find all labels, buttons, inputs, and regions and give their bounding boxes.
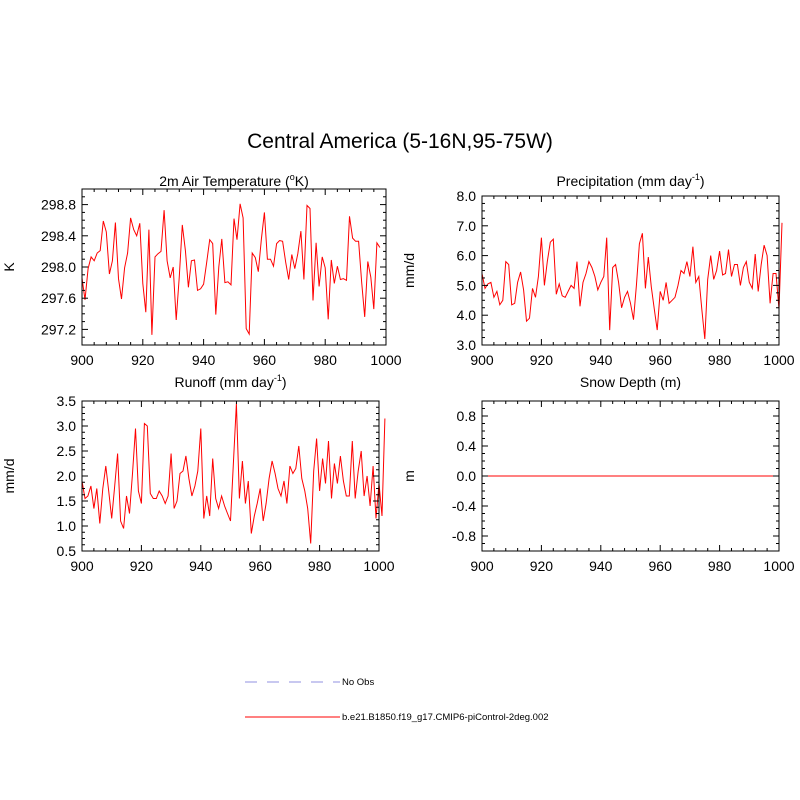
y-tick-label: 0.4 bbox=[457, 438, 477, 454]
x-tick-label: 1000 bbox=[363, 558, 394, 574]
y-axis-label: mm/d bbox=[1, 459, 17, 494]
y-axis-label: mm/d bbox=[401, 253, 417, 288]
series-line-temperature bbox=[81, 203, 381, 336]
panel-precipitation: 900 920 940 960 980 1000 3.0 4.0 5.0 6.0 7.0 8.0 mm/… bbox=[401, 172, 795, 368]
x-tick-label: 900 bbox=[70, 558, 94, 574]
panel-title: 2m Air Temperature (oK) bbox=[159, 172, 308, 189]
panel-title: Snow Depth (m) bbox=[580, 374, 681, 390]
y-tick-label: -0.4 bbox=[452, 498, 476, 514]
x-tick-label: 920 bbox=[530, 558, 554, 574]
panel-snow-depth: 900 920 940 960 980 1000 -0.8 -0.4 0.0 0.4 0.8 m Sno… bbox=[401, 374, 795, 574]
y-tick-label: 2.0 bbox=[57, 468, 77, 484]
page-title: Central America (5-16N,95-75W) bbox=[247, 130, 553, 153]
y-tick-label: 298.8 bbox=[41, 197, 76, 213]
x-tick-label: 900 bbox=[470, 352, 494, 368]
series-line-precipitation bbox=[481, 222, 783, 340]
x-tick-label: 980 bbox=[708, 352, 732, 368]
y-tick-label: 298.0 bbox=[41, 259, 76, 275]
y-tick-label: 1.5 bbox=[57, 493, 77, 509]
x-tick-label: 980 bbox=[708, 558, 732, 574]
y-tick-label: 7.0 bbox=[457, 218, 477, 234]
x-tick-label: 920 bbox=[530, 352, 554, 368]
y-tick-label: 8.0 bbox=[457, 188, 477, 204]
x-tick-label: 920 bbox=[131, 352, 155, 368]
x-tick-label: 940 bbox=[189, 558, 213, 574]
x-tick-label: 980 bbox=[308, 558, 332, 574]
y-tick-label: 0.8 bbox=[457, 408, 477, 424]
x-tick-label: 1000 bbox=[370, 352, 401, 368]
panel-title: Precipitation (mm day-1) bbox=[556, 172, 704, 189]
y-tick-label: 3.0 bbox=[57, 418, 77, 434]
x-tick-label: 940 bbox=[589, 558, 613, 574]
y-tick-label: 0.5 bbox=[57, 543, 77, 559]
y-axis-label: K bbox=[1, 262, 17, 272]
x-tick-label: 960 bbox=[649, 352, 673, 368]
y-tick-label: 297.6 bbox=[41, 290, 76, 306]
y-tick-label: 3.5 bbox=[57, 393, 77, 409]
x-tick-label: 960 bbox=[253, 352, 277, 368]
x-tick-label: 1000 bbox=[763, 558, 794, 574]
y-tick-label: 3.0 bbox=[457, 337, 477, 353]
y-tick-label: 5.0 bbox=[457, 277, 477, 293]
y-tick-label: 297.2 bbox=[41, 321, 76, 337]
panel-title: Runoff (mm day-1) bbox=[174, 373, 286, 390]
y-tick-label: 6.0 bbox=[457, 248, 477, 264]
panel-temperature: 900 920 940 960 980 1000 297.2 297.6 298.0 298.4 2… bbox=[1, 172, 402, 368]
x-tick-label: 900 bbox=[70, 352, 94, 368]
y-tick-label: 2.5 bbox=[57, 443, 77, 459]
x-tick-label: 900 bbox=[470, 558, 494, 574]
legend-label-model: b.e21.B1850.f19_g17.CMIP6-piControl-2deg… bbox=[342, 712, 549, 723]
series-line-runoff bbox=[81, 403, 386, 544]
x-tick-label: 940 bbox=[192, 352, 216, 368]
x-tick-label: 1000 bbox=[763, 352, 794, 368]
x-tick-label: 920 bbox=[130, 558, 154, 574]
y-axis-label: m bbox=[401, 470, 417, 482]
y-tick-label: 298.4 bbox=[41, 228, 76, 244]
x-tick-label: 960 bbox=[249, 558, 273, 574]
y-tick-label: 1.0 bbox=[57, 518, 77, 534]
y-tick-label: 4.0 bbox=[457, 307, 477, 323]
legend-label-no-obs: No Obs bbox=[342, 677, 375, 688]
panel-runoff: 900 920 940 960 980 1000 0.5 1.0 1.5 2.0 2.5 3.0 3.5… bbox=[1, 373, 395, 574]
y-tick-label: -0.8 bbox=[452, 528, 476, 544]
x-tick-label: 980 bbox=[314, 352, 338, 368]
y-tick-label: 0.0 bbox=[457, 468, 477, 484]
x-tick-label: 960 bbox=[649, 558, 673, 574]
x-tick-label: 940 bbox=[589, 352, 613, 368]
